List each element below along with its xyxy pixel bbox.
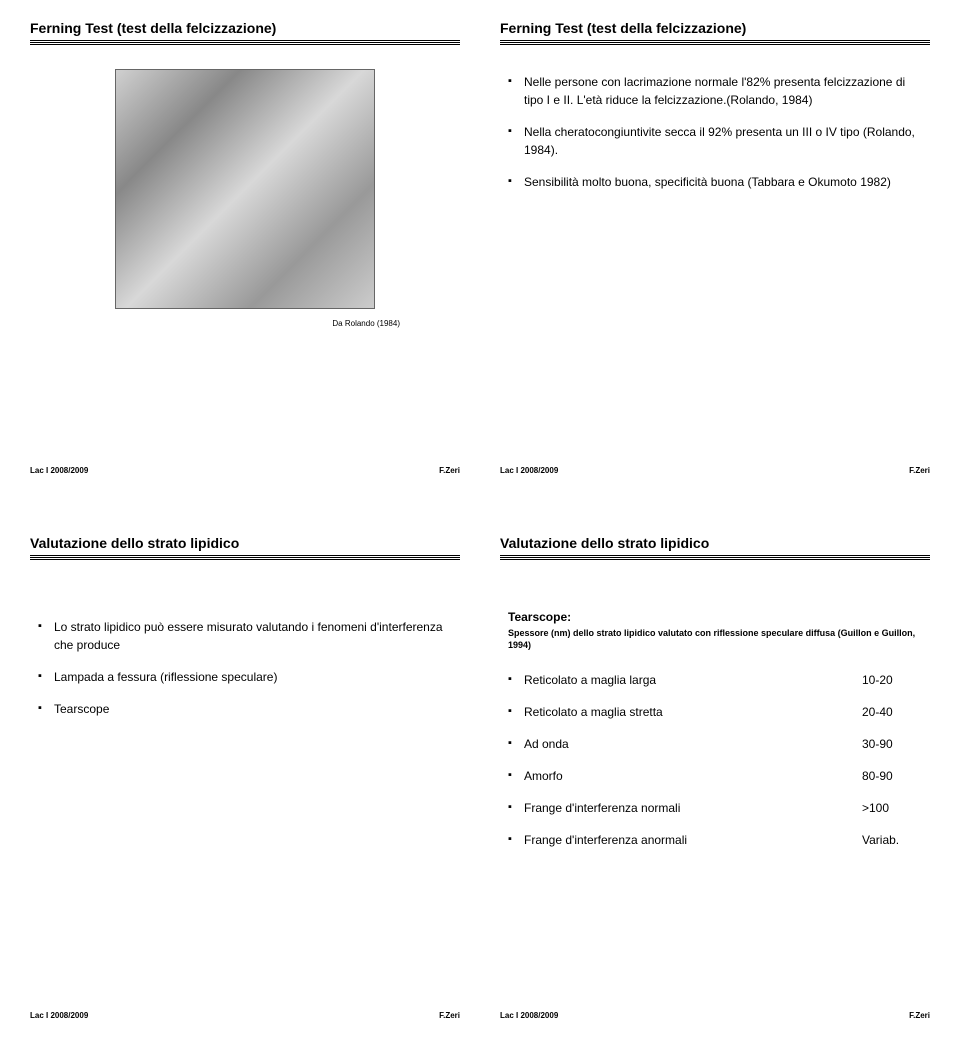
value-row: Reticolato a maglia larga 10-20 bbox=[508, 671, 922, 689]
bullet-item: Nelle persone con lacrimazione normale l… bbox=[508, 73, 922, 109]
row-label: Amorfo bbox=[524, 767, 563, 785]
value-row: Reticolato a maglia stretta 20-40 bbox=[508, 703, 922, 721]
row-label: Reticolato a maglia larga bbox=[524, 671, 656, 689]
footer-left: Lac I 2008/2009 bbox=[500, 466, 558, 475]
footer-right: F.Zeri bbox=[909, 1011, 930, 1020]
slide-title: Ferning Test (test della felcizzazione) bbox=[30, 20, 460, 36]
row-label: Frange d'interferenza anormali bbox=[524, 831, 687, 849]
value-row: Amorfo 80-90 bbox=[508, 767, 922, 785]
tearscope-heading: Tearscope: bbox=[508, 608, 922, 626]
row-label: Reticolato a maglia stretta bbox=[524, 703, 663, 721]
bullet-item: Lampada a fessura (riflessione speculare… bbox=[38, 668, 452, 686]
value-row: Frange d'interferenza anormali Variab. bbox=[508, 831, 922, 849]
row-label: Ad onda bbox=[524, 735, 569, 753]
bullet-item: Tearscope bbox=[38, 700, 452, 718]
slide-tearscope-values: Valutazione dello strato lipidico Tearsc… bbox=[500, 535, 930, 1020]
slide-ferning-image: Ferning Test (test della felcizzazione) … bbox=[30, 20, 460, 475]
slide-title: Valutazione dello strato lipidico bbox=[500, 535, 930, 551]
row-value: 30-90 bbox=[862, 735, 922, 753]
footer-right: F.Zeri bbox=[439, 1011, 460, 1020]
footer-left: Lac I 2008/2009 bbox=[30, 1011, 88, 1020]
bullet-item: Sensibilità molto buona, specificità buo… bbox=[508, 173, 922, 191]
row-value: Variab. bbox=[862, 831, 922, 849]
tearscope-desc: Spessore (nm) dello strato lipidico valu… bbox=[508, 628, 922, 651]
slide-title: Ferning Test (test della felcizzazione) bbox=[500, 20, 930, 36]
image-caption: Da Rolando (1984) bbox=[30, 319, 460, 328]
bullet-item: Lo strato lipidico può essere misurato v… bbox=[38, 618, 452, 654]
value-row: Ad onda 30-90 bbox=[508, 735, 922, 753]
row-value: 10-20 bbox=[862, 671, 922, 689]
tearscope-value-list: Reticolato a maglia larga 10-20 Reticolat… bbox=[508, 671, 922, 849]
slide-footer: Lac I 2008/2009 F.Zeri bbox=[500, 1011, 930, 1020]
slide-title: Valutazione dello strato lipidico bbox=[30, 535, 460, 551]
row-label: Frange d'interferenza normali bbox=[524, 799, 680, 817]
footer-right: F.Zeri bbox=[439, 466, 460, 475]
bullet-item: Nella cheratocongiuntivite secca il 92% … bbox=[508, 123, 922, 159]
title-divider bbox=[30, 40, 460, 45]
title-divider bbox=[500, 40, 930, 45]
slide-ferning-text: Ferning Test (test della felcizzazione) … bbox=[500, 20, 930, 475]
row-value: >100 bbox=[862, 799, 922, 817]
slide-lipidic-methods: Valutazione dello strato lipidico Lo str… bbox=[30, 535, 460, 1020]
ferning-microscopy-image bbox=[115, 69, 375, 309]
slide-footer: Lac I 2008/2009 F.Zeri bbox=[500, 466, 930, 475]
slide-body: Nelle persone con lacrimazione normale l… bbox=[500, 63, 930, 446]
slide-grid: Ferning Test (test della felcizzazione) … bbox=[30, 20, 930, 1020]
footer-left: Lac I 2008/2009 bbox=[500, 1011, 558, 1020]
footer-left: Lac I 2008/2009 bbox=[30, 466, 88, 475]
value-row: Frange d'interferenza normali >100 bbox=[508, 799, 922, 817]
row-value: 80-90 bbox=[862, 767, 922, 785]
slide-body: Tearscope: Spessore (nm) dello strato li… bbox=[500, 578, 930, 991]
slide-footer: Lac I 2008/2009 F.Zeri bbox=[30, 1011, 460, 1020]
slide-body: Lo strato lipidico può essere misurato v… bbox=[30, 578, 460, 991]
footer-right: F.Zeri bbox=[909, 466, 930, 475]
title-divider bbox=[500, 555, 930, 560]
row-value: 20-40 bbox=[862, 703, 922, 721]
slide-footer: Lac I 2008/2009 F.Zeri bbox=[30, 466, 460, 475]
title-divider bbox=[30, 555, 460, 560]
